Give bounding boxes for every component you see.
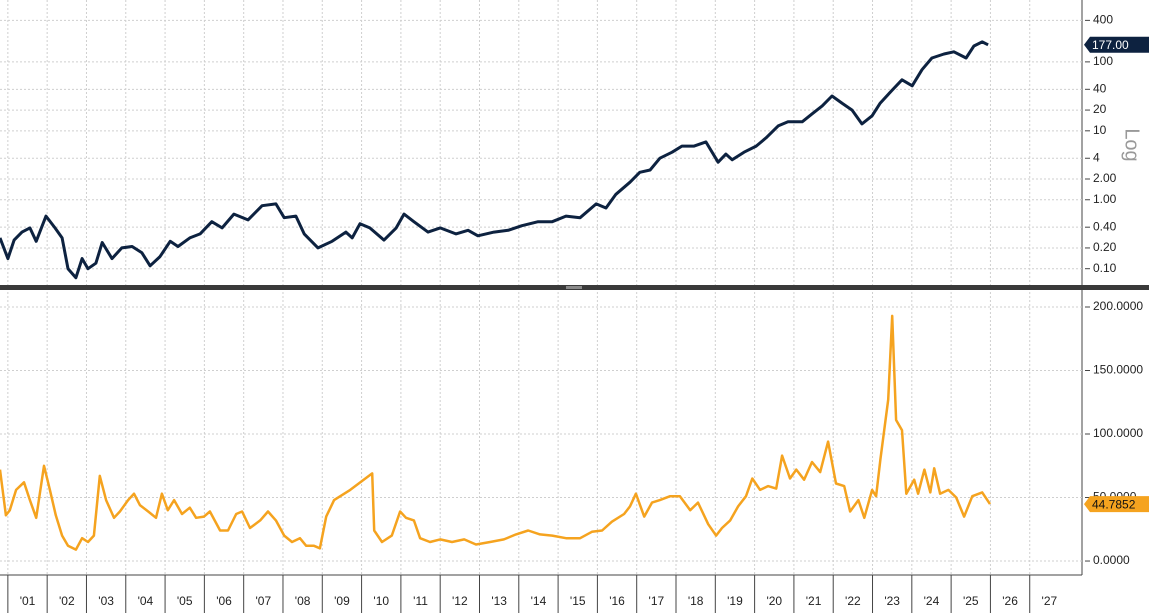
y-tick-label: 1.00 <box>1093 192 1117 206</box>
x-tick-label: '22 <box>845 594 861 608</box>
axis-label: Log <box>1121 128 1143 161</box>
x-tick-label: '15 <box>570 594 586 608</box>
x-tick-label: '14 <box>531 594 547 608</box>
last-value-tag <box>1084 496 1149 513</box>
x-tick-label: '01 <box>20 594 36 608</box>
x-tick-label: '27 <box>1042 594 1058 608</box>
divider-handle[interactable] <box>566 286 582 289</box>
y-tick-label: 100 <box>1093 54 1113 68</box>
y-tick-label: 0.10 <box>1093 261 1117 275</box>
y-tick-label: 0.20 <box>1093 240 1117 254</box>
y-tick-label: 100.0000 <box>1093 426 1143 440</box>
y-tick-label: 4 <box>1093 150 1100 164</box>
x-tick-label: '26 <box>1002 594 1018 608</box>
last-value-label: 44.7852 <box>1092 497 1136 511</box>
x-tick-label: '02 <box>59 594 75 608</box>
x-tick-label: '19 <box>727 594 743 608</box>
x-tick-label: '05 <box>177 594 193 608</box>
x-tick-label: '17 <box>649 594 665 608</box>
y-tick-label: 400 <box>1093 13 1113 27</box>
y-tick-label: 0.0000 <box>1093 553 1130 567</box>
x-tick-label: '23 <box>884 594 900 608</box>
x-tick-label: '12 <box>452 594 468 608</box>
x-tick-label: '24 <box>924 594 940 608</box>
data-line <box>0 40 989 280</box>
y-tick-label: 20 <box>1093 102 1107 116</box>
x-tick-label: '04 <box>138 594 154 608</box>
x-tick-label: '18 <box>688 594 704 608</box>
data-line <box>0 314 992 551</box>
x-tick-label: '25 <box>963 594 979 608</box>
x-tick-label: '08 <box>295 594 311 608</box>
x-tick-label: '09 <box>334 594 350 608</box>
x-tick-label: '10 <box>373 594 389 608</box>
last-value-label: 177.00 <box>1092 38 1129 52</box>
x-tick-label: '21 <box>806 594 822 608</box>
y-tick-label: 150.0000 <box>1093 363 1143 377</box>
x-tick-label: '03 <box>98 594 114 608</box>
x-tick-label: '11 <box>413 594 428 608</box>
y-tick-label: 200.0000 <box>1093 299 1143 313</box>
x-tick-label: '06 <box>216 594 232 608</box>
x-tick-label: '20 <box>766 594 782 608</box>
x-tick-label: '16 <box>609 594 625 608</box>
y-tick-label: 10 <box>1093 123 1107 137</box>
x-tick-label: '07 <box>256 594 272 608</box>
y-tick-label: 0.40 <box>1093 219 1117 233</box>
x-tick-label: '13 <box>491 594 507 608</box>
last-value-tag <box>1084 36 1149 53</box>
y-tick-label: 40 <box>1093 81 1107 95</box>
y-tick-label: 2.00 <box>1093 171 1117 185</box>
